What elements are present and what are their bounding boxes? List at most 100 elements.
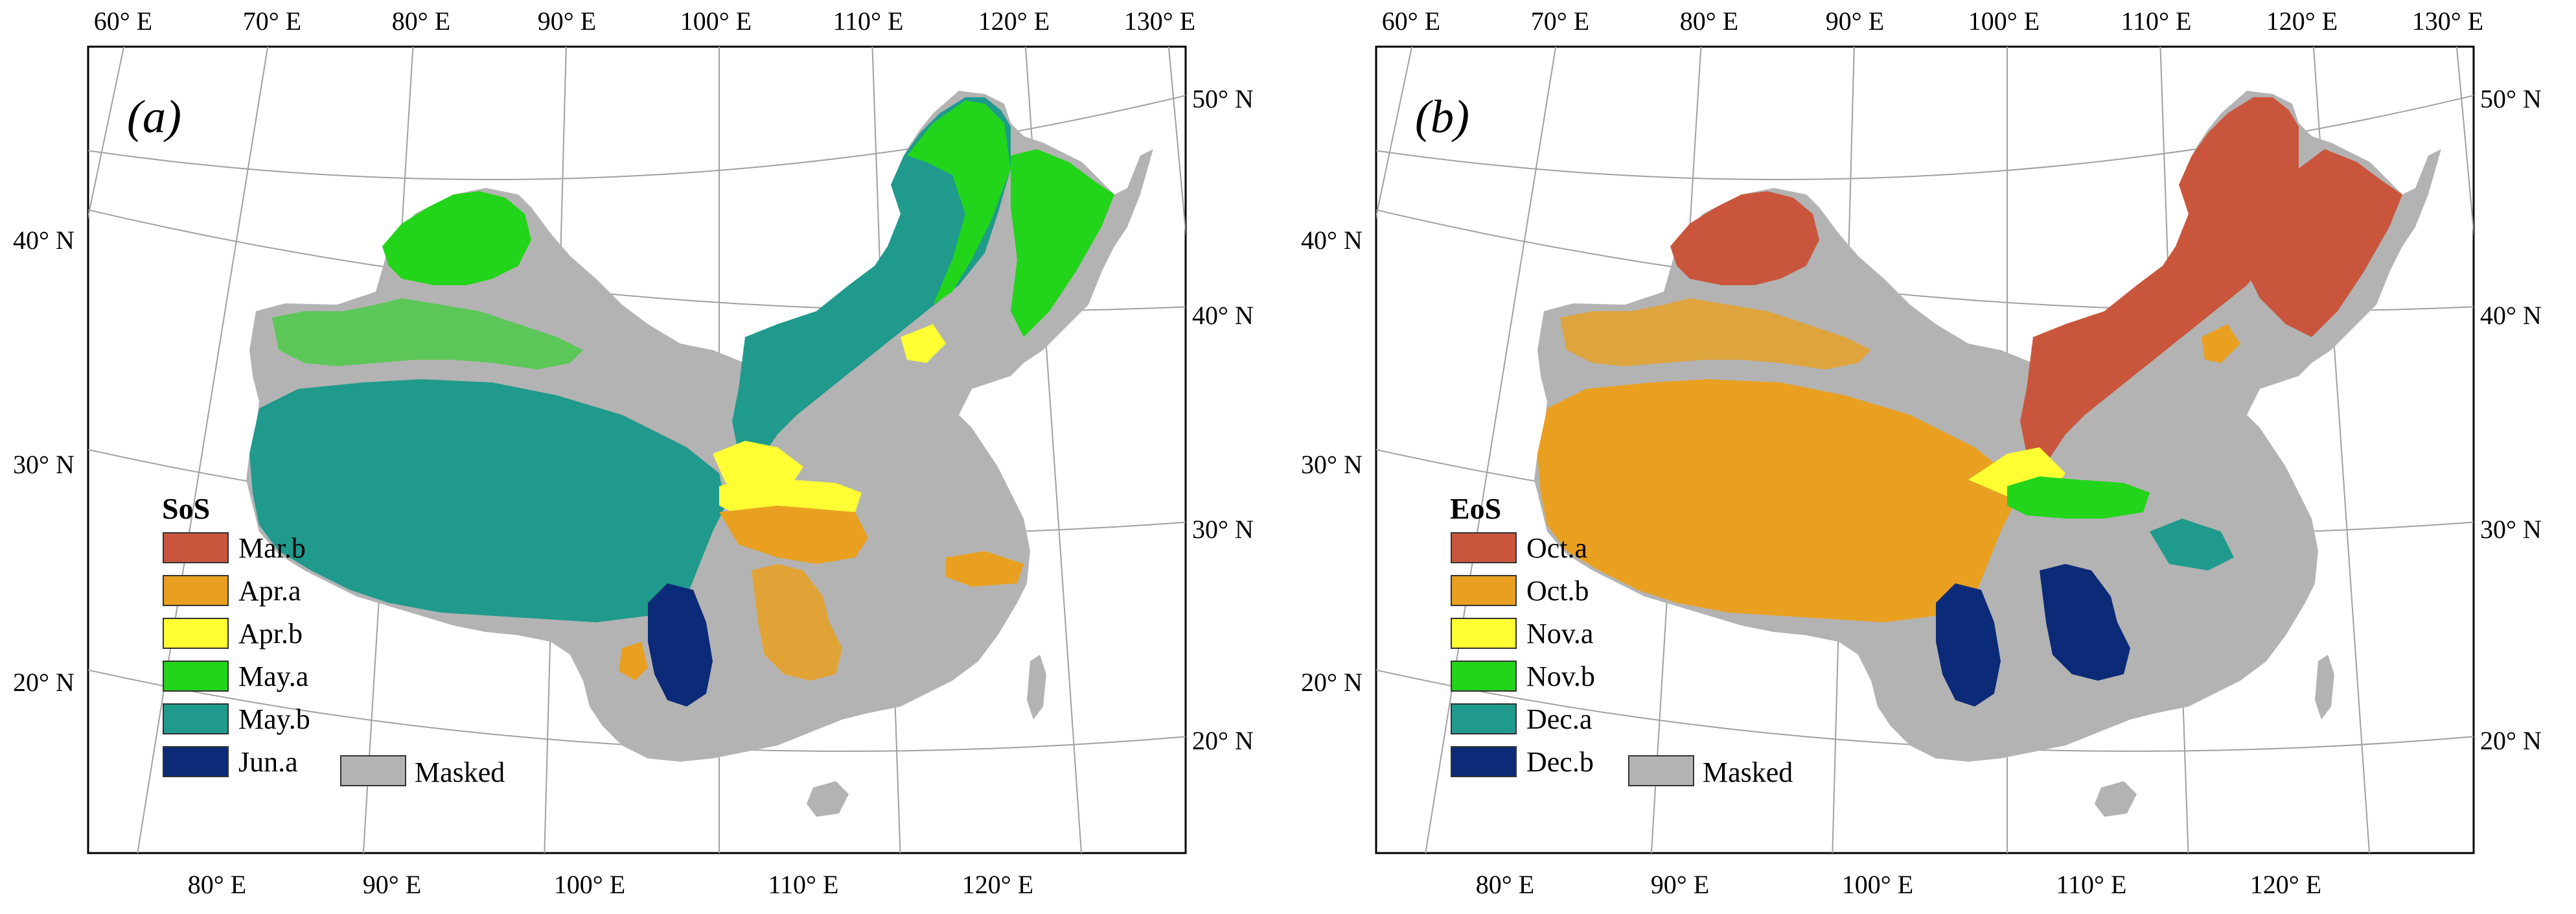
map-body (1376, 47, 2474, 853)
region-northeast-may-b (732, 97, 1011, 473)
right-lat-label: 30° N (2480, 515, 2542, 544)
region-north-apr-b (901, 324, 946, 363)
bottom-lon-label: 100° E (1842, 870, 1913, 899)
legend-swatch (1451, 618, 1517, 649)
legend-label: Oct.a (1526, 532, 1587, 564)
top-lon-label: 100° E (1968, 6, 2040, 36)
legend-swatch (1451, 532, 1517, 563)
legend-label: Apr.b (238, 618, 303, 650)
right-lat-label: 40° N (2480, 301, 2542, 330)
top-lon-label: 110° E (2121, 6, 2192, 36)
legend-swatch (163, 746, 229, 777)
legend-label-masked: Masked (1703, 756, 1793, 788)
panel-label: (b) (1415, 91, 1469, 143)
region-south-dec-b (2040, 564, 2130, 681)
legend-label-masked: Masked (415, 756, 505, 788)
top-lon-label: 120° E (2266, 6, 2338, 36)
right-lat-label: 20° N (2480, 726, 2542, 755)
region-greater-khingan-may-a (907, 100, 1011, 305)
top-lon-label: 70° E (243, 6, 301, 36)
region-east-apr-a (946, 551, 1024, 587)
legend-label: May.a (238, 661, 308, 692)
top-lon-label: 70° E (1531, 6, 1589, 36)
bottom-lon-label: 90° E (1651, 870, 1709, 899)
lat-line-50 (1376, 95, 2474, 180)
legend-label: Mar.b (238, 532, 306, 564)
region-plateau-oct-b (1537, 379, 2014, 622)
right-lat-label: 50° N (1192, 84, 1254, 113)
lon-line-130 (2455, 47, 2474, 239)
region-central-apr-a (719, 506, 868, 564)
left-lat-label: 30° N (13, 450, 75, 479)
lon-line-70 (137, 47, 269, 853)
legend-swatch-masked (1628, 755, 1694, 786)
bottom-lon-label: 100° E (554, 870, 625, 899)
map-panel-a: (a) 60° E 70° E 80° E 90° E 100° E 110° E 120° … (13, 6, 1254, 899)
region-yunnan-jun-a (648, 583, 713, 707)
panel-label: (a) (127, 91, 181, 143)
right-lat-label: 20° N (1192, 726, 1254, 755)
right-lat-label: 30° N (1192, 515, 1254, 544)
region-changbai-may-a (1011, 149, 1114, 337)
bottom-lon-label: 80° E (1476, 870, 1534, 899)
region-tianshan-may-a (382, 191, 531, 285)
lat-line-50 (88, 95, 1186, 180)
region-band-apr-b (719, 476, 862, 519)
legend-swatch (1451, 703, 1517, 734)
region-yunnan-dec-b (1936, 583, 2001, 707)
lon-line-70 (1425, 47, 1557, 853)
right-lat-label: 50° N (2480, 84, 2542, 113)
region-plateau-may-b (249, 379, 726, 622)
legend-swatch (1451, 746, 1517, 777)
map-body (88, 47, 1186, 853)
left-lat-label: 30° N (1301, 450, 1363, 479)
top-lon-label: 60° E (94, 6, 152, 36)
map-panel-b: (b) 60° E 70° E 80° E 90° E 100° E 110° E 120° … (1288, 0, 2576, 914)
top-lon-label: 100° E (680, 6, 752, 36)
legend-label: Jun.a (238, 746, 298, 778)
taiwan-area (1027, 655, 1046, 720)
legend-swatch (163, 532, 229, 563)
bottom-lon-label: 120° E (962, 870, 1033, 899)
left-lat-label: 20° N (1301, 668, 1363, 697)
hainan-area (2095, 781, 2137, 817)
top-lon-label: 110° E (833, 6, 904, 36)
top-lon-label: 90° E (538, 6, 596, 36)
bottom-lon-label: 90° E (363, 870, 421, 899)
region-north-oct-b (2202, 324, 2240, 363)
bottom-lon-label: 120° E (2250, 870, 2321, 899)
top-lon-label: 80° E (1680, 6, 1738, 36)
top-lon-label: 120° E (978, 6, 1050, 36)
top-lon-label: 80° E (392, 6, 450, 36)
legend-title: EoS (1450, 492, 1501, 525)
legend-swatch (163, 575, 229, 606)
bottom-lon-label: 80° E (188, 870, 246, 899)
legend-swatch (163, 703, 229, 734)
legend-label: May.b (238, 703, 310, 735)
legend-label: Nov.b (1526, 661, 1595, 692)
region-xinjiang-may-a (272, 298, 583, 369)
hainan-area (807, 781, 849, 817)
lon-line-130 (1167, 47, 1186, 239)
legend-swatch (163, 618, 229, 649)
region-manchuria-oct-a (2195, 100, 2402, 337)
left-lat-label: 40° N (13, 226, 75, 255)
top-lon-label: 130° E (2412, 6, 2483, 36)
left-lat-label: 40° N (1301, 226, 1363, 255)
top-lon-label: 130° E (1124, 6, 1195, 36)
bottom-lon-label: 110° E (768, 870, 839, 899)
legend-label: Dec.a (1526, 703, 1592, 735)
legend-swatch (163, 661, 229, 692)
legend-label: Apr.a (238, 575, 301, 607)
legend-label: Dec.b (1526, 746, 1594, 778)
region-yunnan-apr-a (619, 642, 648, 681)
top-lon-label: 60° E (1382, 6, 1440, 36)
legend-label: Nov.a (1526, 618, 1593, 650)
region-south-apr-a (752, 564, 842, 681)
region-xinjiang-oct-b (1560, 298, 1871, 369)
left-lat-label: 20° N (13, 668, 75, 697)
region-tianshan-oct-a (1670, 191, 1819, 285)
legend-label: Oct.b (1526, 575, 1589, 607)
legend-swatch (1451, 661, 1517, 692)
top-lon-label: 90° E (1826, 6, 1884, 36)
